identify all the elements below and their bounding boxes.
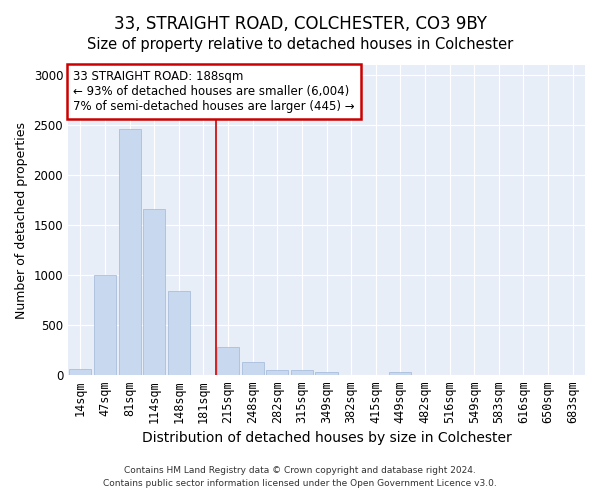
- Text: Size of property relative to detached houses in Colchester: Size of property relative to detached ho…: [87, 38, 513, 52]
- Text: 33 STRAIGHT ROAD: 188sqm
← 93% of detached houses are smaller (6,004)
7% of semi: 33 STRAIGHT ROAD: 188sqm ← 93% of detach…: [73, 70, 355, 112]
- Bar: [291, 370, 313, 375]
- Bar: [119, 129, 140, 375]
- Bar: [94, 275, 116, 375]
- Bar: [168, 291, 190, 375]
- Text: Contains HM Land Registry data © Crown copyright and database right 2024.
Contai: Contains HM Land Registry data © Crown c…: [103, 466, 497, 487]
- Bar: [242, 362, 264, 375]
- Bar: [69, 369, 91, 375]
- Bar: [266, 370, 289, 375]
- Bar: [143, 209, 165, 375]
- Text: 33, STRAIGHT ROAD, COLCHESTER, CO3 9BY: 33, STRAIGHT ROAD, COLCHESTER, CO3 9BY: [113, 15, 487, 33]
- Y-axis label: Number of detached properties: Number of detached properties: [15, 122, 28, 318]
- Bar: [217, 347, 239, 375]
- Bar: [389, 372, 412, 375]
- Bar: [316, 372, 338, 375]
- X-axis label: Distribution of detached houses by size in Colchester: Distribution of detached houses by size …: [142, 431, 511, 445]
